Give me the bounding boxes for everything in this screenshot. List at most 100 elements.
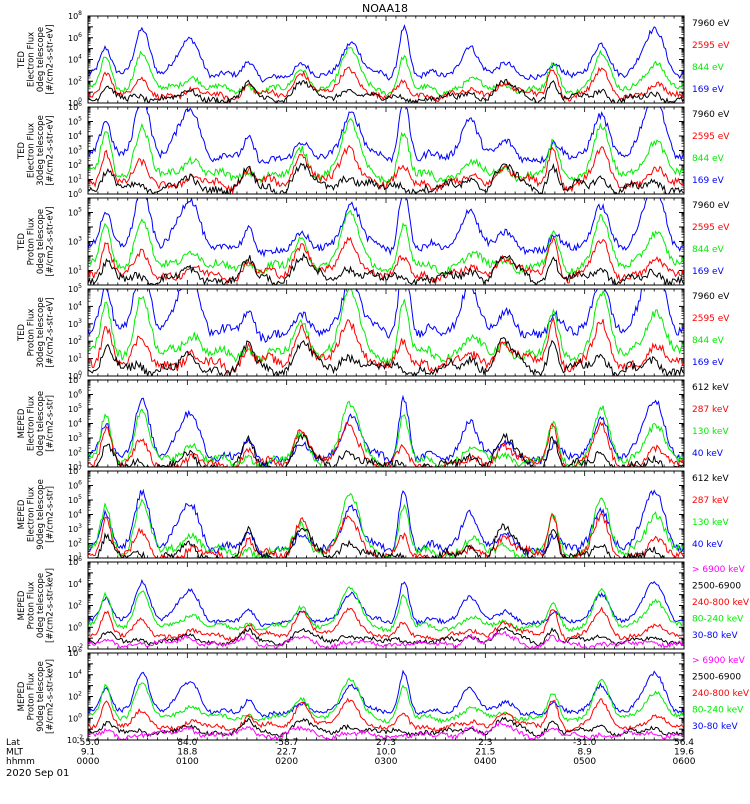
panel-frame — [87, 288, 685, 377]
series-group — [88, 488, 684, 558]
ytick-label: 102 — [68, 75, 82, 86]
panel-4: 100 101 102 103 104 105 TEDProton Flux30deg te… — [17, 283, 730, 381]
series-group — [88, 394, 684, 467]
ytick-label: 102 — [68, 159, 82, 170]
series-line-green — [88, 46, 684, 97]
series-line-black — [88, 626, 684, 647]
series-group — [88, 669, 684, 740]
ytick-label: 104 — [68, 578, 82, 589]
panel-frame — [87, 15, 685, 104]
series-line-blue — [88, 488, 684, 558]
footer-tick-label: 0600 — [673, 757, 696, 767]
series-line-blue — [88, 198, 684, 258]
series-line-magenta — [88, 720, 684, 740]
ytick-label: 103 — [68, 318, 82, 329]
series-line-blue — [88, 24, 684, 83]
ytick-label: 10-2 — [67, 643, 83, 654]
footer-tick-label: 8.9 — [578, 748, 593, 758]
series-group — [88, 198, 684, 285]
series-line-red — [88, 697, 684, 734]
series-line-red — [88, 606, 684, 642]
series-line-red — [88, 513, 684, 558]
series-line-black — [88, 337, 684, 376]
legend-entry: 240-800 keV — [692, 598, 750, 608]
panel-3: 101 103 105 TEDProton Flux0deg telescope[#/… — [17, 197, 730, 286]
footer-tick-label: 27.3 — [376, 738, 396, 748]
footer-tick-label: 56.4 — [674, 738, 694, 748]
series-line-green — [88, 677, 684, 724]
legend-entry: 40 keV — [692, 449, 724, 459]
series-line-green — [88, 289, 684, 365]
ytick-label: 104 — [68, 130, 82, 141]
y-axis-label: TEDElectron Flux30deg telescope[#/cm2-s-… — [17, 115, 56, 186]
ytick-label: 101 — [68, 265, 82, 276]
legend-entry: 240-800 keV — [692, 689, 750, 699]
panel-5: 101 102 103 104 105 106 107 MEPEDElectron Flux0… — [17, 374, 729, 472]
series-line-blue — [88, 107, 684, 165]
ytick-label: 101 — [68, 353, 82, 364]
ytick-label: 105 — [68, 283, 82, 294]
ytick-label: 105 — [68, 116, 82, 127]
series-line-red — [88, 316, 684, 375]
legend-entry: 844 eV — [692, 336, 725, 346]
legend-entry: 844 eV — [692, 63, 725, 73]
legend-entry: 844 eV — [692, 245, 725, 255]
ytick-label: 105 — [68, 403, 82, 414]
legend-entry: 130 keV — [692, 518, 729, 528]
series-line-blue — [88, 669, 684, 718]
series-group — [88, 107, 684, 194]
ytick-label: 100 — [68, 712, 82, 723]
ytick-label: 104 — [68, 509, 82, 520]
series-line-black — [88, 252, 684, 285]
panels: 100 102 104 106 108 TEDElectron Flux0deg tele… — [17, 10, 750, 745]
ytick-label: 105 — [68, 494, 82, 505]
legend-entry: > 6900 keV — [692, 565, 746, 575]
footer-tick-label: 0000 — [77, 757, 100, 767]
ytick-label: 104 — [68, 54, 82, 65]
ytick-label: 106 — [68, 101, 82, 112]
panel-6: 101 102 103 104 105 106 107 MEPEDElectron Flux9… — [17, 465, 729, 563]
ytick-label: 106 — [68, 389, 82, 400]
footer-tick-label: 10.0 — [376, 748, 396, 758]
legend-entry: 844 eV — [692, 154, 725, 164]
series-line-red — [88, 421, 684, 467]
panel-frame — [87, 197, 685, 286]
footer-tick-label: 9.1 — [81, 748, 95, 758]
panel-frame — [87, 470, 685, 559]
ytick-label: 100 — [68, 188, 82, 199]
legend-entry: 30-80 keV — [692, 722, 738, 732]
ytick-label: 106 — [68, 32, 82, 43]
legend-entry: 130 keV — [692, 427, 729, 437]
ytick-label: 107 — [68, 374, 82, 385]
ytick-label: 106 — [68, 480, 82, 491]
ytick-label: 103 — [68, 145, 82, 156]
panel-1: 100 102 104 106 108 TEDElectron Flux0deg tele… — [17, 10, 730, 108]
footer-tick-label: 22.7 — [277, 748, 297, 758]
series-group — [88, 24, 684, 103]
y-axis-label: TEDProton Flux30deg telescope[#/cm2-s-st… — [17, 297, 56, 368]
legend-entry: 169 eV — [692, 358, 725, 368]
series-line-black — [88, 523, 684, 558]
y-axis-label: MEPEDElectron Flux90deg telescope[#/cm2-… — [17, 479, 56, 550]
footer-tick-label: 0400 — [474, 757, 497, 767]
footer-axis: LatMLThhmm-55.09.1000084.018.80100-58.72… — [6, 738, 696, 767]
legend-entry: 287 keV — [692, 405, 729, 415]
ytick-label: 107 — [68, 465, 82, 476]
legend-entry: 2595 eV — [692, 41, 730, 51]
figure-title: NOAA18 — [362, 2, 408, 15]
panel-frame — [87, 106, 685, 195]
series-line-green — [88, 117, 684, 187]
footer-tick-label: 0300 — [375, 757, 398, 767]
series-line-green — [88, 400, 684, 467]
legend-entry: 287 keV — [692, 496, 729, 506]
y-axis-label: TEDProton Flux0deg telescope[#/cm2-s-str… — [17, 206, 56, 276]
series-line-blue — [88, 578, 684, 628]
ytick-label: 101 — [68, 552, 82, 563]
panel-frame — [87, 379, 685, 468]
date-label: 2020 Sep 01 — [6, 768, 69, 779]
y-axis-label: TEDElectron Flux0deg telescope[#/cm2-s-s… — [17, 24, 56, 94]
legend-entry: 2595 eV — [692, 132, 730, 142]
footer-tick-label: 19.6 — [674, 748, 694, 758]
